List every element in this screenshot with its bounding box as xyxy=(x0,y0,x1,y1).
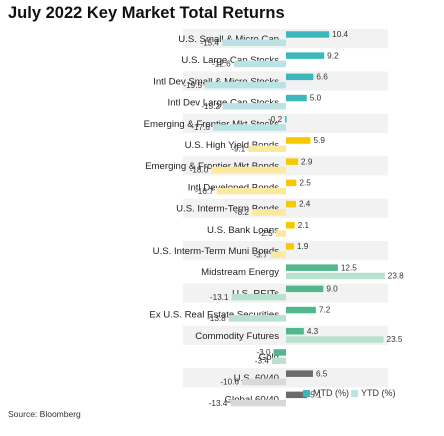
bar-mtd-u-s-60-40 xyxy=(286,370,313,377)
value-mtd-u-s-small-micro-cap: 10.4 xyxy=(332,30,348,39)
bar-mtd-u-s-high-yield-bonds xyxy=(286,137,311,144)
bar-mtd-commodity-futures xyxy=(286,328,304,335)
value-mtd-emerging-frontier-mkt-bonds: 2.9 xyxy=(301,157,313,166)
value-mtd-intl-developed-bonds: 2.5 xyxy=(299,179,311,188)
bar-ytd-global-60-40 xyxy=(230,399,286,407)
bar-ytd-midstream-energy xyxy=(286,272,385,280)
category-label-u-s-bank-loans: U.S. Bank Loans xyxy=(207,225,279,236)
value-mtd-u-s-large-cap-stocks: 9.2 xyxy=(327,51,339,60)
value-ytd-u-s-large-cap-stocks: -12.6 xyxy=(212,60,231,69)
bar-ytd-commodity-futures xyxy=(286,336,384,343)
value-mtd-u-s-interm-term-muni-bonds: 1.9 xyxy=(297,242,309,251)
bar-mtd-u-s-bank-loans xyxy=(286,222,295,229)
bar-ytd-u-s-high-yield-bonds xyxy=(248,145,286,152)
value-mtd-u-s-interm-term-bonds: 2.4 xyxy=(299,200,311,209)
category-label-gold: Gold xyxy=(259,352,279,363)
legend-label-mtd: MTD (%) xyxy=(313,388,349,398)
legend-label-ytd: YTD (%) xyxy=(361,388,396,398)
value-ytd-u-s-interm-term-muni-bonds: -3.7 xyxy=(254,250,269,259)
value-ytd-u-s-interm-term-bonds: -8.2 xyxy=(235,208,250,217)
category-label-emerging-frontier-mkt-stocks: Emerging & Frontier Mkt Stocks xyxy=(144,119,280,130)
row-band-u-s-interm-term-muni-bonds xyxy=(183,241,388,261)
bar-ytd-u-s-interm-term-bonds xyxy=(251,209,286,216)
value-mtd-commodity-futures: 4.3 xyxy=(307,327,319,336)
bar-mtd-u-s-reits xyxy=(286,285,324,293)
value-ytd-u-s-small-micro-cap: -15.4 xyxy=(200,38,219,47)
category-label-midstream-energy: Midstream Energy xyxy=(201,267,279,278)
value-ytd-intl-dev-large-cap-stocks: -15.2 xyxy=(201,102,220,111)
value-ytd-ex-u-s-real-estate-securities: -13.8 xyxy=(207,314,226,323)
bar-mtd-emerging-frontier-mkt-bonds xyxy=(286,158,299,165)
row-band-u-s-high-yield-bonds xyxy=(183,135,388,155)
value-mtd-u-s-reits: 9.0 xyxy=(326,285,338,294)
value-mtd-gold: -3.0 xyxy=(256,348,271,357)
category-label-u-s-interm-term-bonds: U.S. Interm-Term Bonds xyxy=(176,204,279,215)
bar-ytd-intl-dev-small-micro-stocks xyxy=(205,81,286,89)
value-ytd-midstream-energy: 23.8 xyxy=(388,272,404,281)
value-ytd-emerging-frontier-mkt-stocks: -17.6 xyxy=(191,123,210,132)
value-mtd-emerging-frontier-mkt-stocks: -0.2 xyxy=(268,115,283,124)
value-ytd-global-60-40: -13.4 xyxy=(209,399,228,408)
bar-ytd-emerging-frontier-mkt-stocks xyxy=(212,124,286,131)
value-ytd-u-s-high-yield-bonds: -9.1 xyxy=(231,144,246,153)
category-label-u-s-interm-term-muni-bonds: U.S. Interm-Term Muni Bonds xyxy=(153,246,280,257)
value-mtd-ex-u-s-real-estate-securities: 7.2 xyxy=(319,306,331,315)
bar-ytd-u-s-interm-term-muni-bonds xyxy=(270,251,286,258)
value-ytd-u-s-60-40: -10.6 xyxy=(220,378,239,387)
value-ytd-emerging-frontier-mkt-bonds: -18.0 xyxy=(190,166,209,175)
row-band-u-s-bank-loans xyxy=(183,219,388,239)
bar-ytd-intl-dev-large-cap-stocks xyxy=(222,103,286,110)
chart-title: July 2022 Key Market Total Returns xyxy=(8,4,285,22)
legend-swatch-ytd xyxy=(351,390,358,397)
bar-ytd-intl-developed-bonds xyxy=(216,187,286,195)
value-mtd-u-s-60-40: 6.5 xyxy=(316,369,328,378)
category-label-u-s-large-cap-stocks: U.S. Large Cap Stocks xyxy=(181,55,279,66)
row-band-gold xyxy=(183,347,388,367)
row-band-u-s-interm-term-bonds xyxy=(183,198,388,218)
value-ytd-u-s-bank-loans: -2.5 xyxy=(259,229,274,238)
value-mtd-midstream-energy: 12.5 xyxy=(341,263,357,272)
category-label-u-s-high-yield-bonds: U.S. High Yield Bonds xyxy=(185,140,280,151)
bar-mtd-u-s-small-micro-cap xyxy=(286,31,330,38)
value-ytd-gold: -3.4 xyxy=(255,356,270,365)
bar-mtd-midstream-energy xyxy=(286,264,338,271)
value-ytd-intl-developed-bonds: -16.7 xyxy=(195,187,214,196)
value-mtd-global-60-40: 5.1 xyxy=(310,391,322,400)
value-mtd-intl-dev-small-micro-stocks: 6.6 xyxy=(316,73,328,82)
bar-ytd-u-s-bank-loans xyxy=(275,230,286,237)
row-band-u-s-60-40 xyxy=(183,368,388,388)
bar-ytd-u-s-large-cap-stocks xyxy=(233,60,286,68)
bar-ytd-u-s-60-40 xyxy=(242,378,286,386)
bar-ytd-u-s-small-micro-cap xyxy=(222,39,286,46)
bars xyxy=(205,31,385,407)
legend-swatch-mtd xyxy=(303,390,310,397)
bar-ytd-emerging-frontier-mkt-bonds xyxy=(211,166,286,174)
source-note: Source: Bloomberg xyxy=(8,409,81,419)
value-labels: 10.4 -15.4 9.2 -12.6 6.6 -19.5 5.0 -15.2 -0.2 -17… xyxy=(183,30,404,408)
category-label-ex-u-s-real-estate-securities: Ex U.S. Real Estate Securities xyxy=(149,310,279,321)
bar-mtd-u-s-interm-term-muni-bonds xyxy=(286,243,294,250)
bar-ytd-u-s-reits xyxy=(231,293,286,301)
value-mtd-intl-dev-large-cap-stocks: 5.0 xyxy=(310,94,322,103)
value-mtd-u-s-high-yield-bonds: 5.9 xyxy=(313,136,325,145)
bar-mtd-intl-dev-large-cap-stocks xyxy=(286,94,307,102)
category-label-commodity-futures: Commodity Futures xyxy=(195,331,279,342)
bar-mtd-global-60-40 xyxy=(286,391,308,399)
bar-mtd-gold xyxy=(273,349,286,356)
bar-mtd-u-s-large-cap-stocks xyxy=(286,52,325,59)
value-ytd-u-s-reits: -13.1 xyxy=(210,293,229,302)
bar-mtd-intl-dev-small-micro-stocks xyxy=(286,73,314,81)
bar-mtd-emerging-frontier-mkt-stocks xyxy=(285,116,287,123)
value-ytd-commodity-futures: 23.5 xyxy=(387,335,403,344)
bar-mtd-intl-developed-bonds xyxy=(286,179,297,187)
bar-ytd-ex-u-s-real-estate-securities xyxy=(228,315,286,322)
value-ytd-intl-dev-small-micro-stocks: -19.5 xyxy=(183,81,202,90)
bar-mtd-ex-u-s-real-estate-securities xyxy=(286,306,316,314)
legend: MTD (%) YTD (%) xyxy=(303,388,396,398)
bar-mtd-u-s-interm-term-bonds xyxy=(286,200,296,208)
bar-ytd-gold xyxy=(271,357,286,364)
value-mtd-u-s-bank-loans: 2.1 xyxy=(298,221,310,230)
